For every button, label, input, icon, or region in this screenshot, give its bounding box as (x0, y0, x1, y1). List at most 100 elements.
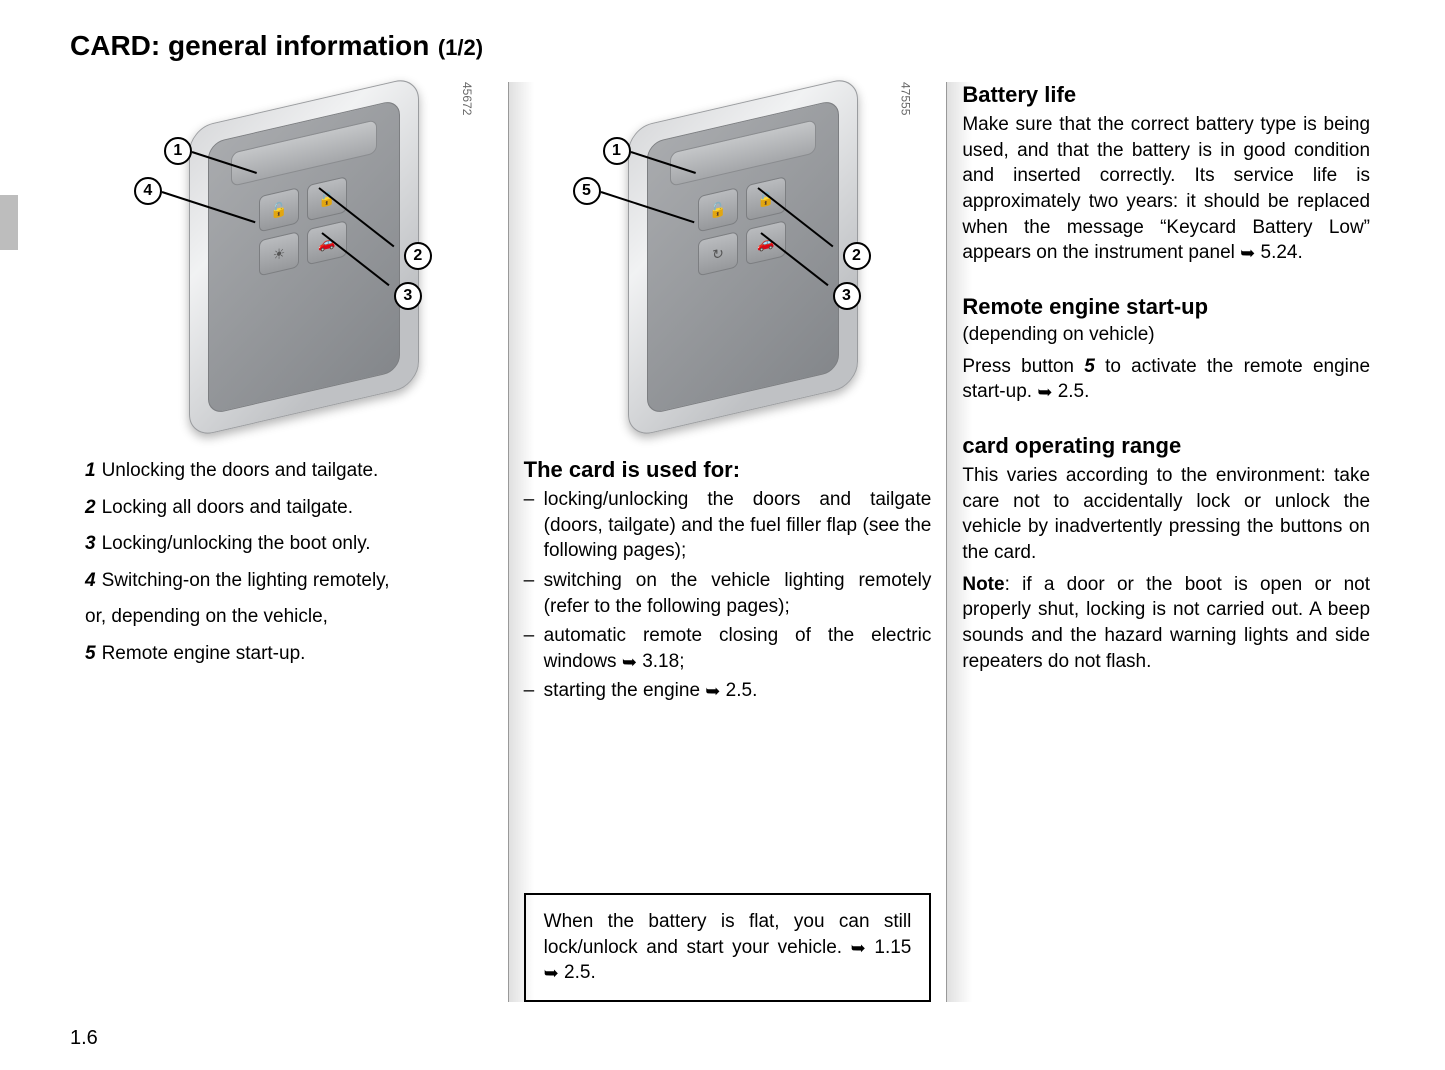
keycard-panel: 🔓 🔒 ☀ 🚗 (208, 99, 400, 415)
column-3: Battery life Make sure that the correct … (947, 82, 1385, 1002)
text-part: starting the engine (544, 680, 706, 701)
legend-num: 3 (85, 533, 96, 554)
manual-page: CARD: general information (1/2) 45672 🔓 … (0, 0, 1445, 1070)
legend-or-line: or, depending on the vehicle, (85, 603, 493, 632)
remote-subheading: (depending on vehicle) (962, 324, 1370, 346)
arrow-icon: ➥ (705, 679, 720, 703)
dash: – (524, 568, 544, 619)
keycard-top-strip (670, 119, 816, 187)
cross-ref: 3.18 (642, 651, 679, 672)
figure-ref-number: 45672 (460, 82, 474, 115)
lock-icon: 🔒 (307, 176, 347, 221)
legend-text: Locking/unlocking the boot only. (102, 533, 371, 554)
legend-list: 1 Unlocking the doors and tailgate. 2 Lock… (85, 457, 493, 668)
legend-item: 4 Switching-on the lighting remotely, (85, 567, 493, 596)
note-label: Note (962, 574, 1004, 595)
cross-ref: 5.24 (1261, 242, 1298, 263)
arrow-icon: ➥ (1037, 380, 1052, 404)
text-part: automatic remote closing of the electric… (544, 625, 932, 672)
arrow-icon: ➥ (544, 961, 559, 985)
list-text: switching on the vehicle lighting remote… (544, 568, 932, 619)
figure-ref-number: 47555 (899, 82, 913, 115)
legend-item: 1 Unlocking the doors and tailgate. (85, 457, 493, 486)
legend-num: 5 (85, 643, 96, 664)
text-part: . (590, 962, 595, 983)
column-1: 45672 🔓 🔒 ☀ 🚗 1 4 (70, 82, 509, 1002)
arrow-icon: ➥ (851, 936, 866, 960)
keycard-body: 🔓 🔒 ☀ 🚗 (189, 75, 419, 438)
dash: – (524, 487, 544, 564)
legend-item: 3 Locking/unlocking the boot only. (85, 530, 493, 559)
keycard-figure-1: 45672 🔓 🔒 ☀ 🚗 1 4 (104, 82, 474, 432)
text-part: . (752, 680, 757, 701)
battery-heading: Battery life (962, 82, 1370, 108)
boot-icon: 🚗 (746, 220, 786, 265)
legend-text: Locking all doors and tailgate. (102, 497, 353, 518)
list-item: –locking/unlocking the doors and tailgat… (524, 487, 932, 564)
remote-heading: Remote engine start-up (962, 294, 1370, 320)
page-title: CARD: general information (70, 30, 429, 61)
callout-1: 1 (164, 137, 192, 165)
unlock-icon: 🔓 (698, 187, 738, 232)
list-item: –starting the engine ➥ 2.5. (524, 678, 932, 704)
remote-start-icon: ↻ (698, 231, 738, 276)
dash: – (524, 623, 544, 674)
boot-icon: 🚗 (307, 220, 347, 265)
list-text: automatic remote closing of the electric… (544, 623, 932, 674)
list-item: –automatic remote closing of the electri… (524, 623, 932, 674)
battery-text: Make sure that the correct battery type … (962, 112, 1370, 266)
cross-ref: 2.5 (564, 962, 590, 983)
arrow-icon: ➥ (1240, 241, 1255, 265)
page-title-part: (1/2) (438, 35, 483, 60)
callout-2: 2 (843, 242, 871, 270)
callout-2: 2 (404, 242, 432, 270)
arrow-icon: ➥ (622, 650, 637, 674)
legend-item: 5 Remote engine start-up. (85, 640, 493, 669)
legend-text: Switching-on the lighting remotely, (102, 570, 390, 591)
list-text: starting the engine ➥ 2.5. (544, 678, 932, 704)
range-heading: card operating range (962, 433, 1370, 459)
used-for-heading: The card is used for: (524, 457, 932, 483)
text-part: Make sure that the correct battery type … (962, 114, 1370, 263)
text-part: ; (679, 651, 684, 672)
page-title-row: CARD: general information (1/2) (70, 30, 1385, 62)
lock-icon: 🔒 (746, 176, 786, 221)
callout-1: 1 (603, 137, 631, 165)
callout-4: 4 (134, 177, 162, 205)
keycard-panel: 🔓 🔒 ↻ 🚗 (647, 99, 839, 415)
used-for-list: –locking/unlocking the doors and tailgat… (524, 487, 932, 704)
legend-text: Unlocking the doors and tailgate. (102, 460, 379, 481)
keycard-button-area: 🔓 🔒 ☀ 🚗 (259, 176, 347, 316)
page-number: 1.6 (70, 1027, 98, 1050)
callout-3: 3 (394, 282, 422, 310)
legend-num: 2 (85, 497, 96, 518)
dash: – (524, 678, 544, 704)
unlock-icon: 🔓 (259, 187, 299, 232)
button-ref: 5 (1084, 356, 1095, 377)
keycard-top-strip (231, 119, 377, 187)
keycard-figure-2: 47555 🔓 🔒 ↻ 🚗 1 5 2 (543, 82, 913, 432)
legend-num: 1 (85, 460, 96, 481)
range-p2: Note: if a door or the boot is open or n… (962, 572, 1370, 675)
keycard-body: 🔓 🔒 ↻ 🚗 (628, 75, 858, 438)
text-part: : if a door or the boot is open or not p… (962, 574, 1370, 672)
text-part: . (1298, 242, 1303, 263)
content-columns: 45672 🔓 🔒 ☀ 🚗 1 4 (70, 82, 1385, 1002)
legend-text: Remote engine start-up. (102, 643, 306, 664)
callout-3: 3 (833, 282, 861, 310)
text-part: . (1084, 381, 1089, 402)
legend-item: 2 Locking all doors and tailgate. (85, 494, 493, 523)
cross-ref: 2.5 (726, 680, 752, 701)
cross-ref: 2.5 (1058, 381, 1084, 402)
cross-ref: 1.15 (874, 937, 911, 958)
range-p1: This varies according to the environment… (962, 463, 1370, 566)
column-2: 47555 🔓 🔒 ↻ 🚗 1 5 2 (509, 82, 948, 1002)
list-text: locking/unlocking the doors and tailgate… (544, 487, 932, 564)
remote-text: Press button 5 to activate the remote en… (962, 354, 1370, 405)
list-item: –switching on the vehicle lighting remot… (524, 568, 932, 619)
light-icon: ☀ (259, 231, 299, 276)
callout-5: 5 (573, 177, 601, 205)
text-part: Press button (962, 356, 1084, 377)
legend-num: 4 (85, 570, 96, 591)
flat-battery-note-box: When the battery is flat, you can still … (524, 893, 932, 1002)
